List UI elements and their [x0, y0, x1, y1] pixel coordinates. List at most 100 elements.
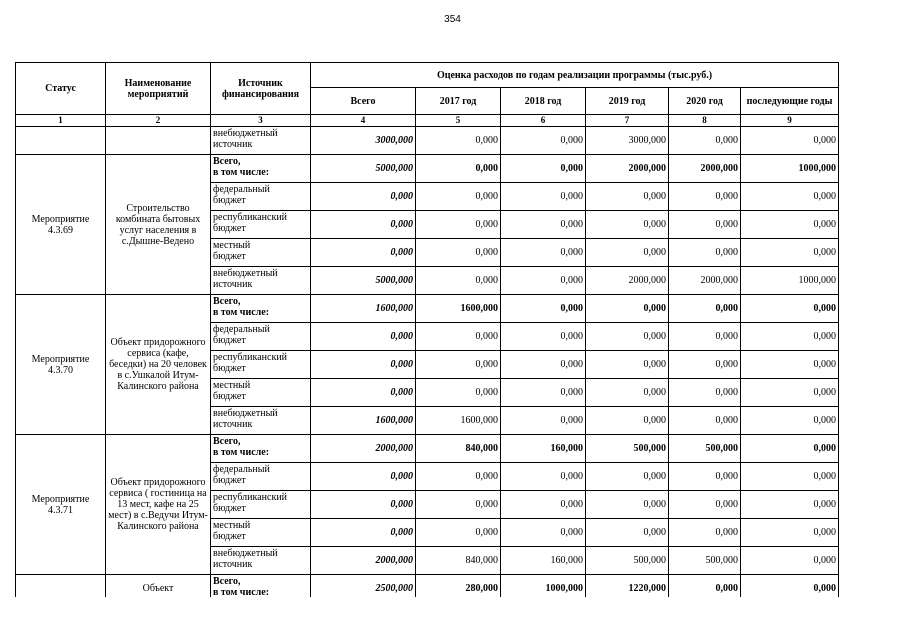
value-cell: 0,000 [500, 266, 586, 295]
value-cell: 0,000 [500, 378, 586, 407]
value-cell: 0,000 [585, 350, 669, 379]
header-cell: Наименование мероприятий [105, 62, 211, 115]
table-row: местный бюджет 0,000 0,000 0,000 0,000 0,000 0… [16, 238, 839, 267]
value-cell: 0,000 [739, 406, 839, 435]
value-cell: 0,000 [500, 182, 586, 211]
header-cell: Источник финансирования [210, 62, 311, 115]
value-cell: 0,000 [415, 210, 501, 239]
name-cell: Объект придорожного сервиса ( гостиница … [105, 434, 211, 575]
value-cell: 1600,000 [310, 406, 416, 435]
value-cell: 0,000 [310, 350, 416, 379]
column-number: 4 [310, 114, 416, 127]
source-cell: Всего, в том числе: [210, 574, 311, 597]
source-cell: республиканский бюджет [210, 490, 311, 519]
value-cell: 0,000 [585, 322, 669, 351]
value-cell: 2000,000 [310, 434, 416, 463]
source-cell: федеральный бюджет [210, 182, 311, 211]
value-cell: 0,000 [668, 574, 741, 597]
value-cell: 0,000 [500, 294, 586, 323]
value-cell: 0,000 [668, 238, 741, 267]
source-cell: внебюджетный источник [210, 546, 311, 575]
source-cell: Всего, в том числе: [210, 294, 311, 323]
header-cell: Оценка расходов по годам реализации прог… [309, 62, 839, 88]
value-cell: 0,000 [415, 322, 501, 351]
header-cell: 2017 год [415, 87, 501, 115]
value-cell: 0,000 [415, 490, 501, 519]
value-cell: 0,000 [739, 434, 839, 463]
value-cell: 0,000 [310, 518, 416, 547]
value-cell: 0,000 [310, 210, 416, 239]
value-cell: 280,000 [415, 574, 501, 597]
column-number: 2 [105, 114, 211, 127]
value-cell: 0,000 [668, 378, 741, 407]
value-cell: 0,000 [585, 518, 669, 547]
value-cell: 0,000 [668, 406, 741, 435]
source-cell: внебюджетный источник [210, 266, 311, 295]
source-cell: местный бюджет [210, 378, 311, 407]
table-row: внебюджетный источник 1600,000 1600,000 0,0… [16, 406, 839, 435]
value-cell: 2000,000 [585, 154, 669, 183]
value-cell: 0,000 [500, 518, 586, 547]
value-cell: 2000,000 [668, 154, 741, 183]
value-cell: 0,000 [415, 378, 501, 407]
value-cell: 0,000 [739, 574, 839, 597]
value-cell: 160,000 [500, 434, 586, 463]
value-cell: 0,000 [585, 294, 669, 323]
source-cell: Всего, в том числе: [210, 154, 311, 183]
value-cell: 3000,000 [310, 126, 416, 155]
value-cell: 840,000 [415, 546, 501, 575]
table-row: местный бюджет 0,000 0,000 0,000 0,000 0,000 0… [16, 518, 839, 547]
source-cell: Всего, в том числе: [210, 434, 311, 463]
value-cell: 840,000 [415, 434, 501, 463]
value-cell: 0,000 [500, 350, 586, 379]
value-cell: 0,000 [739, 378, 839, 407]
value-cell: 0,000 [668, 490, 741, 519]
value-cell: 0,000 [500, 490, 586, 519]
table-row: внебюджетный источник 2000,000 840,000 160,… [16, 546, 839, 575]
table-row: внебюджетный источник 5000,000 0,000 0,000 2… [16, 266, 839, 295]
status-cell: Мероприятие 4.3.69 [15, 154, 106, 295]
source-cell: внебюджетный источник [210, 406, 311, 435]
table-row: Объект Всего, в том числе: 2500,000 280,000… [15, 574, 839, 597]
table-row: Мероприятие 4.3.70 Объект придорожного се… [15, 294, 839, 435]
source-cell: республиканский бюджет [210, 350, 311, 379]
value-cell: 1600,000 [415, 294, 501, 323]
value-cell: 500,000 [668, 546, 741, 575]
value-cell: 0,000 [739, 546, 839, 575]
value-cell: 0,000 [310, 378, 416, 407]
header-cell: последующие годы [739, 87, 839, 115]
value-cell: 0,000 [668, 294, 741, 323]
header-cell: 2020 год [668, 87, 741, 115]
name-cell [105, 126, 211, 155]
column-number: 7 [585, 114, 669, 127]
budget-table: Статус Наименование мероприятий Источник… [15, 62, 839, 597]
value-cell: 0,000 [668, 126, 741, 155]
value-cell: 0,000 [500, 210, 586, 239]
value-cell: 0,000 [585, 378, 669, 407]
value-cell: 0,000 [668, 518, 741, 547]
value-cell: 0,000 [668, 210, 741, 239]
value-cell: 2000,000 [585, 266, 669, 295]
value-cell: 5000,000 [310, 154, 416, 183]
value-cell: 0,000 [585, 462, 669, 491]
value-cell: 0,000 [415, 266, 501, 295]
table-row: федеральный бюджет 0,000 0,000 0,000 0,000 0,… [16, 182, 839, 211]
column-number: 9 [739, 114, 839, 127]
status-cell: Мероприятие 4.3.71 [15, 434, 106, 575]
source-cell: внебюджетный источник [210, 126, 311, 155]
value-cell: 0,000 [739, 294, 839, 323]
value-cell: 0,000 [310, 182, 416, 211]
value-cell: 1000,000 [739, 154, 839, 183]
header-cell: 2019 год [585, 87, 669, 115]
value-cell: 0,000 [500, 238, 586, 267]
value-cell: 2000,000 [668, 266, 741, 295]
value-cell: 1000,000 [500, 574, 586, 597]
value-cell: 0,000 [415, 350, 501, 379]
value-cell: 0,000 [310, 238, 416, 267]
table-row: Мероприятие 4.3.71 Объект придорожного се… [15, 434, 839, 575]
value-cell: 0,000 [500, 126, 586, 155]
header-cell: Всего [310, 87, 416, 115]
source-cell: федеральный бюджет [210, 462, 311, 491]
value-cell: 0,000 [310, 462, 416, 491]
